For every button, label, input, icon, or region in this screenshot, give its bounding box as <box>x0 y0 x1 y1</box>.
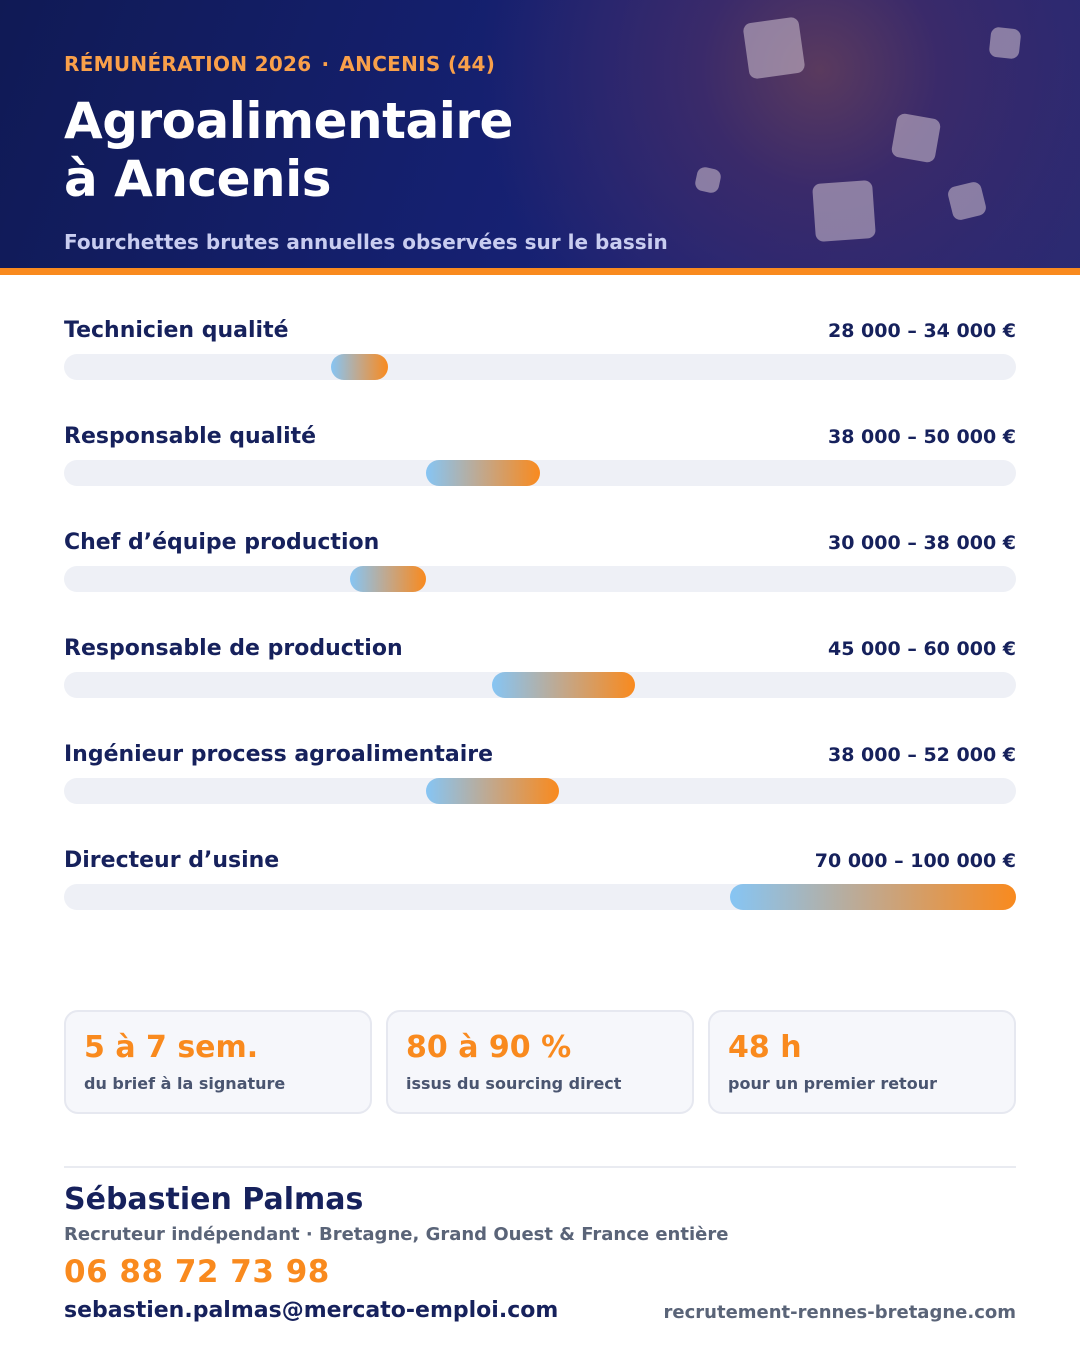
stat-caption: pour un premier retour <box>728 1074 937 1093</box>
row-label: Chef d’équipe production <box>64 530 380 555</box>
title-line-1: Agroalimentaire <box>64 92 513 150</box>
stat-card-response: 48 h pour un premier retour <box>708 1010 1016 1114</box>
stat-value: 48 h <box>728 1030 802 1065</box>
kicker-location: ANCENIS (44) <box>339 52 496 76</box>
range-bar <box>330 354 388 380</box>
bar-track <box>64 884 1016 910</box>
range-bar <box>349 566 426 592</box>
row-label: Technicien qualité <box>64 318 289 343</box>
row-label: Responsable qualité <box>64 424 317 449</box>
stat-value: 5 à 7 sem. <box>84 1030 259 1065</box>
contact-email-link[interactable]: sebastien.palmas@mercato-emploi.com <box>64 1298 559 1323</box>
bar-track <box>64 354 1016 380</box>
page-subtitle: Fourchettes brutes annuelles observées s… <box>64 230 668 254</box>
divider <box>64 1166 1016 1168</box>
range-bar <box>425 778 560 804</box>
chart-row: Directeur d’usine 70 000 – 100 000 € <box>64 848 1016 918</box>
stat-value: 80 à 90 % <box>406 1030 572 1065</box>
row-range-label: 38 000 – 50 000 € <box>828 426 1016 448</box>
chart-row: Chef d’équipe production 30 000 – 38 000 … <box>64 530 1016 600</box>
chart-row: Technicien qualité 28 000 – 34 000 € <box>64 318 1016 388</box>
row-range-label: 70 000 – 100 000 € <box>814 850 1016 872</box>
bar-track <box>64 778 1016 804</box>
contact-website-link[interactable]: recrutement-rennes-bretagne.com <box>663 1302 1016 1323</box>
contact-role: Recruteur indépendant · Bretagne, Grand … <box>64 1224 729 1245</box>
stat-card-delay: 5 à 7 sem. du brief à la signature <box>64 1010 372 1114</box>
chart-row: Responsable de production 45 000 – 60 000… <box>64 636 1016 706</box>
stat-caption: du brief à la signature <box>84 1074 286 1093</box>
row-label: Directeur d’usine <box>64 848 280 873</box>
decorative-square <box>812 179 876 243</box>
decorative-square <box>742 16 806 80</box>
header-banner: RÉMUNÉRATION 2026 · ANCENIS (44) Agroalime… <box>0 0 1080 268</box>
contact-name: Sébastien Palmas <box>64 1182 364 1217</box>
bar-track <box>64 460 1016 486</box>
row-label: Responsable de production <box>64 636 403 661</box>
title-line-2: à Ancenis <box>64 150 331 208</box>
chart-row: Ingénieur process agroalimentaire 38 000 … <box>64 742 1016 812</box>
decorative-square <box>988 26 1022 60</box>
bar-track <box>64 566 1016 592</box>
stat-card-sourcing: 80 à 90 % issus du sourcing direct <box>386 1010 694 1114</box>
header-accent-bar <box>0 268 1080 275</box>
page-title: Agroalimentaire à Ancenis <box>64 92 513 208</box>
kicker-separator: · <box>321 52 330 76</box>
range-bar <box>730 884 1016 910</box>
kicker-year: RÉMUNÉRATION 2026 <box>64 52 312 76</box>
stats-row: 5 à 7 sem. du brief à la signature 80 à … <box>64 1010 1016 1114</box>
chart-row: Responsable qualité 38 000 – 50 000 € <box>64 424 1016 494</box>
row-range-label: 45 000 – 60 000 € <box>828 638 1016 660</box>
stat-caption: issus du sourcing direct <box>406 1074 622 1093</box>
decorative-square <box>890 112 942 164</box>
range-bar <box>425 460 540 486</box>
row-range-label: 38 000 – 52 000 € <box>828 744 1016 766</box>
decorative-square <box>693 165 723 195</box>
row-range-label: 28 000 – 34 000 € <box>828 320 1016 342</box>
row-range-label: 30 000 – 38 000 € <box>828 532 1016 554</box>
range-bar <box>492 672 636 698</box>
contact-phone-link[interactable]: 06 88 72 73 98 <box>64 1254 330 1290</box>
decorative-square <box>946 180 988 222</box>
row-label: Ingénieur process agroalimentaire <box>64 742 493 767</box>
bar-track <box>64 672 1016 698</box>
kicker: RÉMUNÉRATION 2026 · ANCENIS (44) <box>64 52 495 76</box>
